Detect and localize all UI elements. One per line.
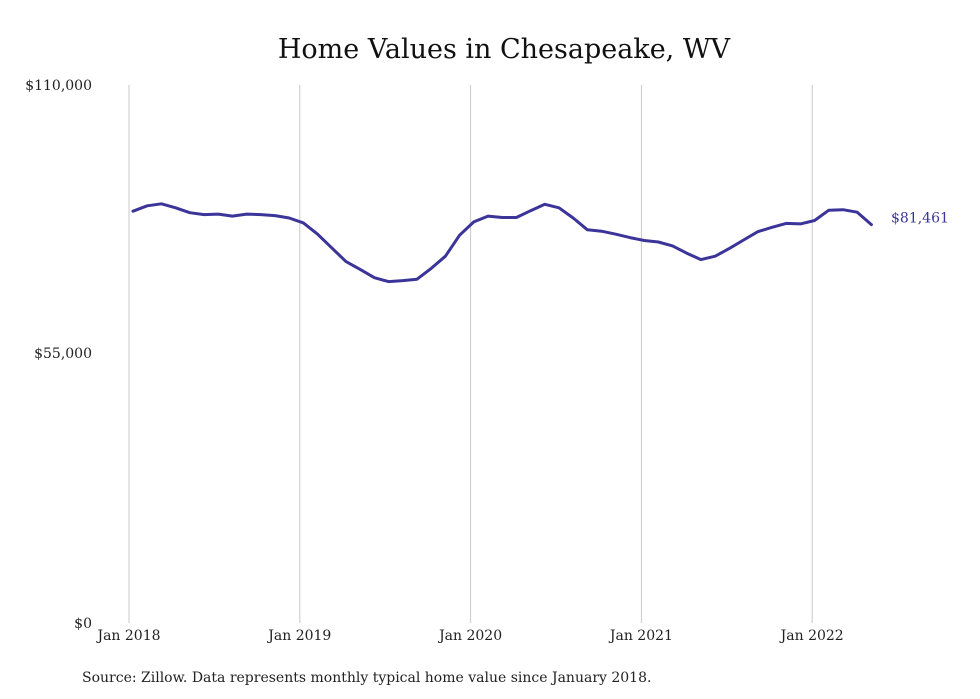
x-tick-label: Jan 2018 xyxy=(95,628,160,644)
x-tick-label: Jan 2022 xyxy=(779,628,844,644)
y-tick-labels: $110,000 $55,000 $0 xyxy=(25,78,92,632)
x-tick-label: Jan 2020 xyxy=(437,628,502,644)
y-tick-label: $55,000 xyxy=(34,346,92,362)
end-value-label: $81,461 xyxy=(891,211,949,227)
y-tick-label: $110,000 xyxy=(25,78,92,94)
y-tick-label: $0 xyxy=(74,616,92,632)
x-gridlines xyxy=(128,85,813,623)
x-tick-label: Jan 2019 xyxy=(266,628,331,644)
chart-title: Home Values in Chesapeake, WV xyxy=(278,34,731,65)
series-line xyxy=(131,202,873,284)
x-tick-labels: Jan 2018 Jan 2019 Jan 2020 Jan 2021 Jan 2022 xyxy=(95,628,843,644)
x-tick-label: Jan 2021 xyxy=(608,628,673,644)
source-note: Source: Zillow. Data represents monthly … xyxy=(82,670,651,686)
